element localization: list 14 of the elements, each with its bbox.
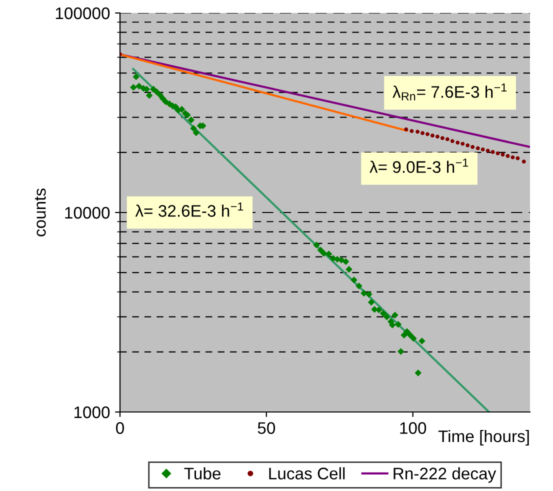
- legend-label: Tube: [184, 467, 220, 480]
- legend-label: Rn-222 decay: [394, 467, 496, 483]
- y-tick-label: 100000: [56, 7, 110, 20]
- x-axis-title: Time [hours]: [438, 430, 529, 446]
- annotation: λ= 32.6E-3 h$^{−1}$: [135, 202, 244, 217]
- x-tick-label: 50: [258, 422, 276, 434]
- x-tick-label: 0: [116, 422, 124, 434]
- annotation: λ= 9.0E-3 h$^{−1}$: [370, 158, 468, 173]
- annotation: λ$_{Rn}$= 7.6E-3 h$^{−1}$: [392, 84, 507, 100]
- y-tick-label: 1000: [74, 406, 110, 418]
- y-tick-label: 10000: [65, 206, 110, 219]
- legend-label: Lucas Cell: [269, 467, 345, 480]
- x-tick-label: 100: [400, 422, 426, 434]
- y-axis-title: counts: [34, 188, 46, 236]
